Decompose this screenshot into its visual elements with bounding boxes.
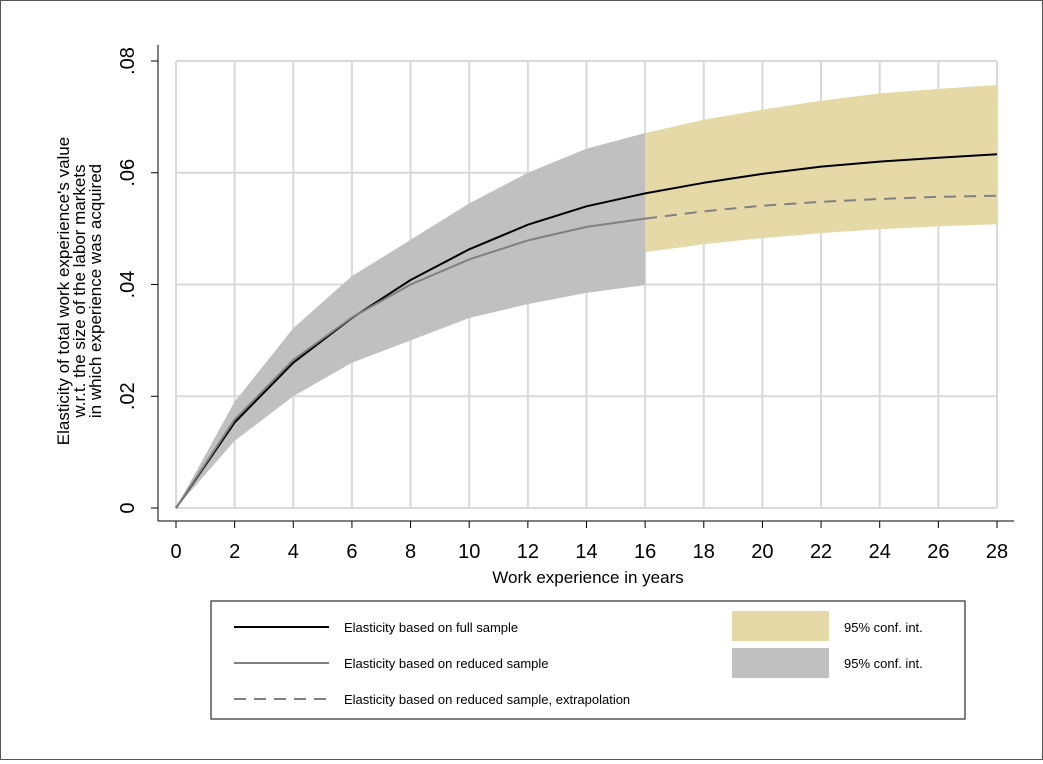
y-tick-label: .08 [117, 47, 139, 75]
x-tick-label: 18 [693, 541, 715, 563]
legend-swatch-reduced-ci [732, 648, 829, 678]
legend-label-reduced-ci: 95% conf. int. [844, 656, 923, 671]
x-tick-label: 12 [517, 541, 539, 563]
legend-swatch-full-ci [732, 611, 829, 641]
y-axis-title: Elasticity of total work experience's va… [54, 137, 105, 445]
x-axis-title: Work experience in years [492, 568, 684, 587]
y-axis-title-line-3: in which experience was acquired [86, 164, 105, 418]
x-tick-label: 6 [346, 541, 357, 563]
y-tick-label: .02 [117, 382, 139, 410]
x-tick-label: 24 [869, 541, 891, 563]
x-tick-label: 16 [634, 541, 656, 563]
x-tick-label: 20 [751, 541, 773, 563]
legend-label-full-ci: 95% conf. int. [844, 620, 923, 635]
legend-label-extrapolation: Elasticity based on reduced sample, extr… [344, 692, 630, 707]
x-tick-label: 0 [170, 541, 181, 563]
x-tick-label: 8 [405, 541, 416, 563]
axes: 0.02.04.06.080 2 4 6 8 10 12 14 16 18 20 22 24 26 28 [117, 45, 1014, 563]
y-tick-label: .06 [117, 159, 139, 187]
x-tick-label: 10 [458, 541, 480, 563]
legend-label-reduced-sample: Elasticity based on reduced sample [344, 656, 549, 671]
x-tick-label: 2 [229, 541, 240, 563]
confidence-bands [176, 85, 997, 508]
legend-label-full-sample: Elasticity based on full sample [344, 620, 518, 635]
y-axis-title-line-1: Elasticity of total work experience's va… [54, 137, 73, 445]
x-tick-label: 14 [575, 541, 597, 563]
x-tick-label: 26 [927, 541, 949, 563]
ci-band-1 [176, 85, 997, 508]
y-axis-title-line-2: w.r.t. the size of the labor markets [70, 164, 89, 418]
series-line-1 [175, 153, 998, 509]
legend: Elasticity based on full sample Elastici… [210, 600, 966, 720]
series-lines [175, 153, 998, 509]
legend-box [210, 600, 966, 720]
series-line-2 [175, 217, 646, 509]
ci-band-2 [176, 133, 646, 508]
x-tick-label: 22 [810, 541, 832, 563]
x-tick-label: 4 [288, 541, 299, 563]
x-tick-label: 28 [986, 541, 1008, 563]
y-tick-label: .04 [117, 271, 139, 299]
y-tick-label: 0 [117, 502, 139, 513]
